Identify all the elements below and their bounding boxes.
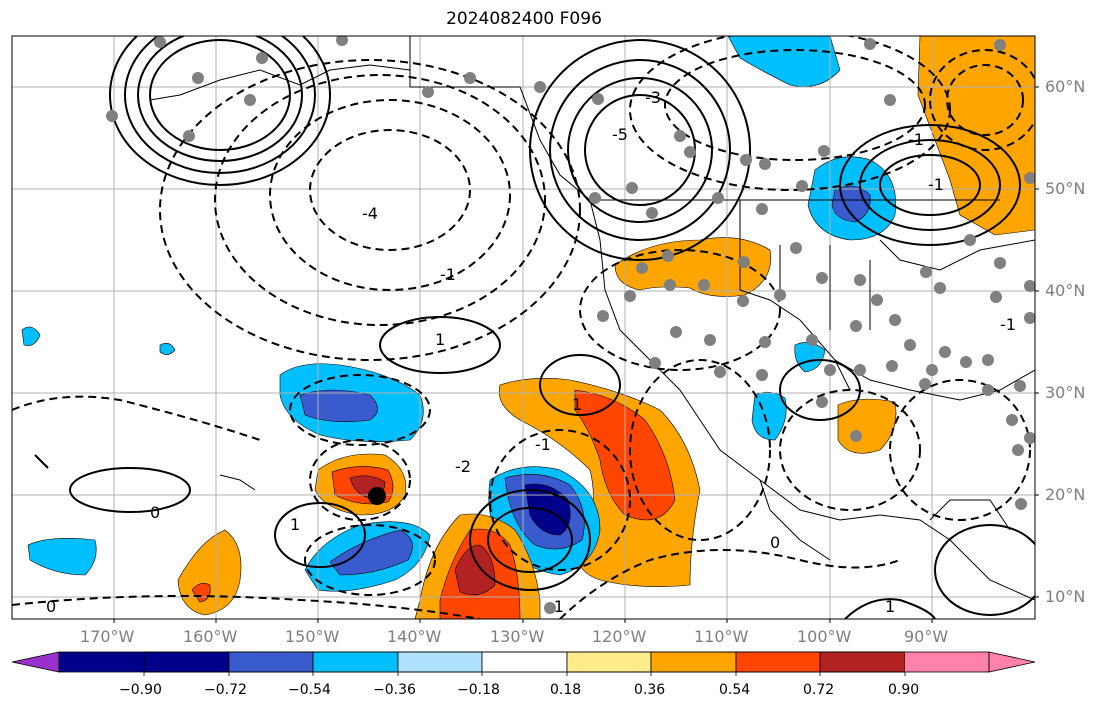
colorbar-tick-label: 0.90 bbox=[888, 682, 920, 698]
lon-label: 100°W bbox=[797, 627, 852, 646]
contour-label: -1 bbox=[535, 435, 551, 454]
colorbar-segment bbox=[650, 651, 737, 673]
colorbar-segment bbox=[228, 651, 314, 673]
shade-navy-sw bbox=[329, 529, 413, 576]
contour-label: -1 bbox=[928, 175, 944, 194]
lat-label: 10°N bbox=[1045, 587, 1086, 606]
contours-positive bbox=[69, 36, 1035, 619]
contour-label-group: -4 -1 1 -1 -2 1 -5 -3 -1 0 1 0 -1 -1 1 0… bbox=[46, 88, 1016, 616]
colorbar-tick-label: 0.54 bbox=[719, 682, 751, 698]
colorbar-tick-label: −0.90 bbox=[119, 682, 162, 698]
map-title: 2024082400 F096 bbox=[446, 9, 602, 29]
colorbar-extend-low bbox=[11, 651, 60, 673]
shade-blue-westedge bbox=[27, 538, 97, 576]
colorbar-segment bbox=[566, 651, 652, 673]
colorbar-tick-label: −0.54 bbox=[288, 682, 331, 698]
contour-label: 0 bbox=[150, 503, 160, 522]
colorbar-tick-label: 0.36 bbox=[634, 682, 666, 698]
map-plot-area: -4 -1 1 -1 -2 1 -5 -3 -1 0 1 0 -1 -1 1 0… bbox=[12, 36, 1035, 619]
colorbar-tick-label: −0.72 bbox=[204, 682, 247, 698]
contour-label: 1 bbox=[572, 395, 582, 414]
lat-label: 50°N bbox=[1045, 179, 1086, 198]
shade-blue-small2 bbox=[159, 343, 176, 355]
colorbar-segment bbox=[59, 652, 144, 672]
contours-negative bbox=[12, 36, 1035, 619]
colorbar bbox=[11, 651, 1036, 676]
contour-label: -3 bbox=[645, 88, 661, 107]
colorbar-segment bbox=[819, 651, 906, 673]
colorbar-extend-high bbox=[988, 651, 1036, 673]
lon-label: 160°W bbox=[183, 627, 238, 646]
shade-navy-nw bbox=[299, 389, 378, 422]
colorbar-segment bbox=[143, 651, 230, 673]
axis-ticks bbox=[113, 86, 1039, 623]
colorbar-segment bbox=[905, 652, 989, 672]
lon-label: 150°W bbox=[285, 627, 340, 646]
shade-blue-north bbox=[727, 36, 841, 87]
colorbar-segment bbox=[397, 651, 483, 673]
colorbar-tick-label: 0.18 bbox=[550, 682, 582, 698]
contour-label: -5 bbox=[612, 125, 628, 144]
storm-center-marker bbox=[368, 487, 386, 505]
lon-label: 110°W bbox=[694, 627, 749, 646]
lat-label: 60°N bbox=[1045, 77, 1086, 96]
lon-label: 170°W bbox=[80, 627, 135, 646]
contour-label: 1 bbox=[435, 330, 445, 349]
shade-orange-farwest bbox=[177, 529, 242, 616]
lon-label: 120°W bbox=[592, 627, 647, 646]
contour-label: -1 bbox=[440, 265, 456, 284]
contour-label: -4 bbox=[362, 204, 378, 223]
colorbar-tick-label: −0.18 bbox=[457, 682, 500, 698]
contour-label: -2 bbox=[455, 457, 471, 476]
colorbar-segment bbox=[481, 651, 568, 673]
station-markers bbox=[106, 36, 1035, 614]
lon-label: 90°W bbox=[904, 627, 949, 646]
lat-label: 20°N bbox=[1045, 485, 1086, 504]
coastlines bbox=[34, 36, 1035, 601]
contour-label: 0 bbox=[46, 597, 56, 616]
colorbar-tick-label: 0.72 bbox=[803, 682, 835, 698]
contour-label: 1 bbox=[885, 597, 895, 616]
contour-label: -1 bbox=[908, 130, 924, 149]
contour-label: 1 bbox=[290, 515, 300, 534]
lon-label: 140°W bbox=[387, 627, 442, 646]
colorbar-tick-label: −0.36 bbox=[373, 682, 416, 698]
colorbar-segment bbox=[735, 651, 821, 673]
lon-label: 130°W bbox=[490, 627, 545, 646]
colorbar-segment bbox=[312, 651, 399, 673]
lat-label: 30°N bbox=[1045, 383, 1086, 402]
lat-label: 40°N bbox=[1045, 281, 1086, 300]
shade-blue-small1 bbox=[21, 326, 41, 346]
contour-label: -1 bbox=[1000, 315, 1016, 334]
shade-darkred-south bbox=[454, 544, 496, 596]
contour-label: 0 bbox=[770, 533, 780, 552]
